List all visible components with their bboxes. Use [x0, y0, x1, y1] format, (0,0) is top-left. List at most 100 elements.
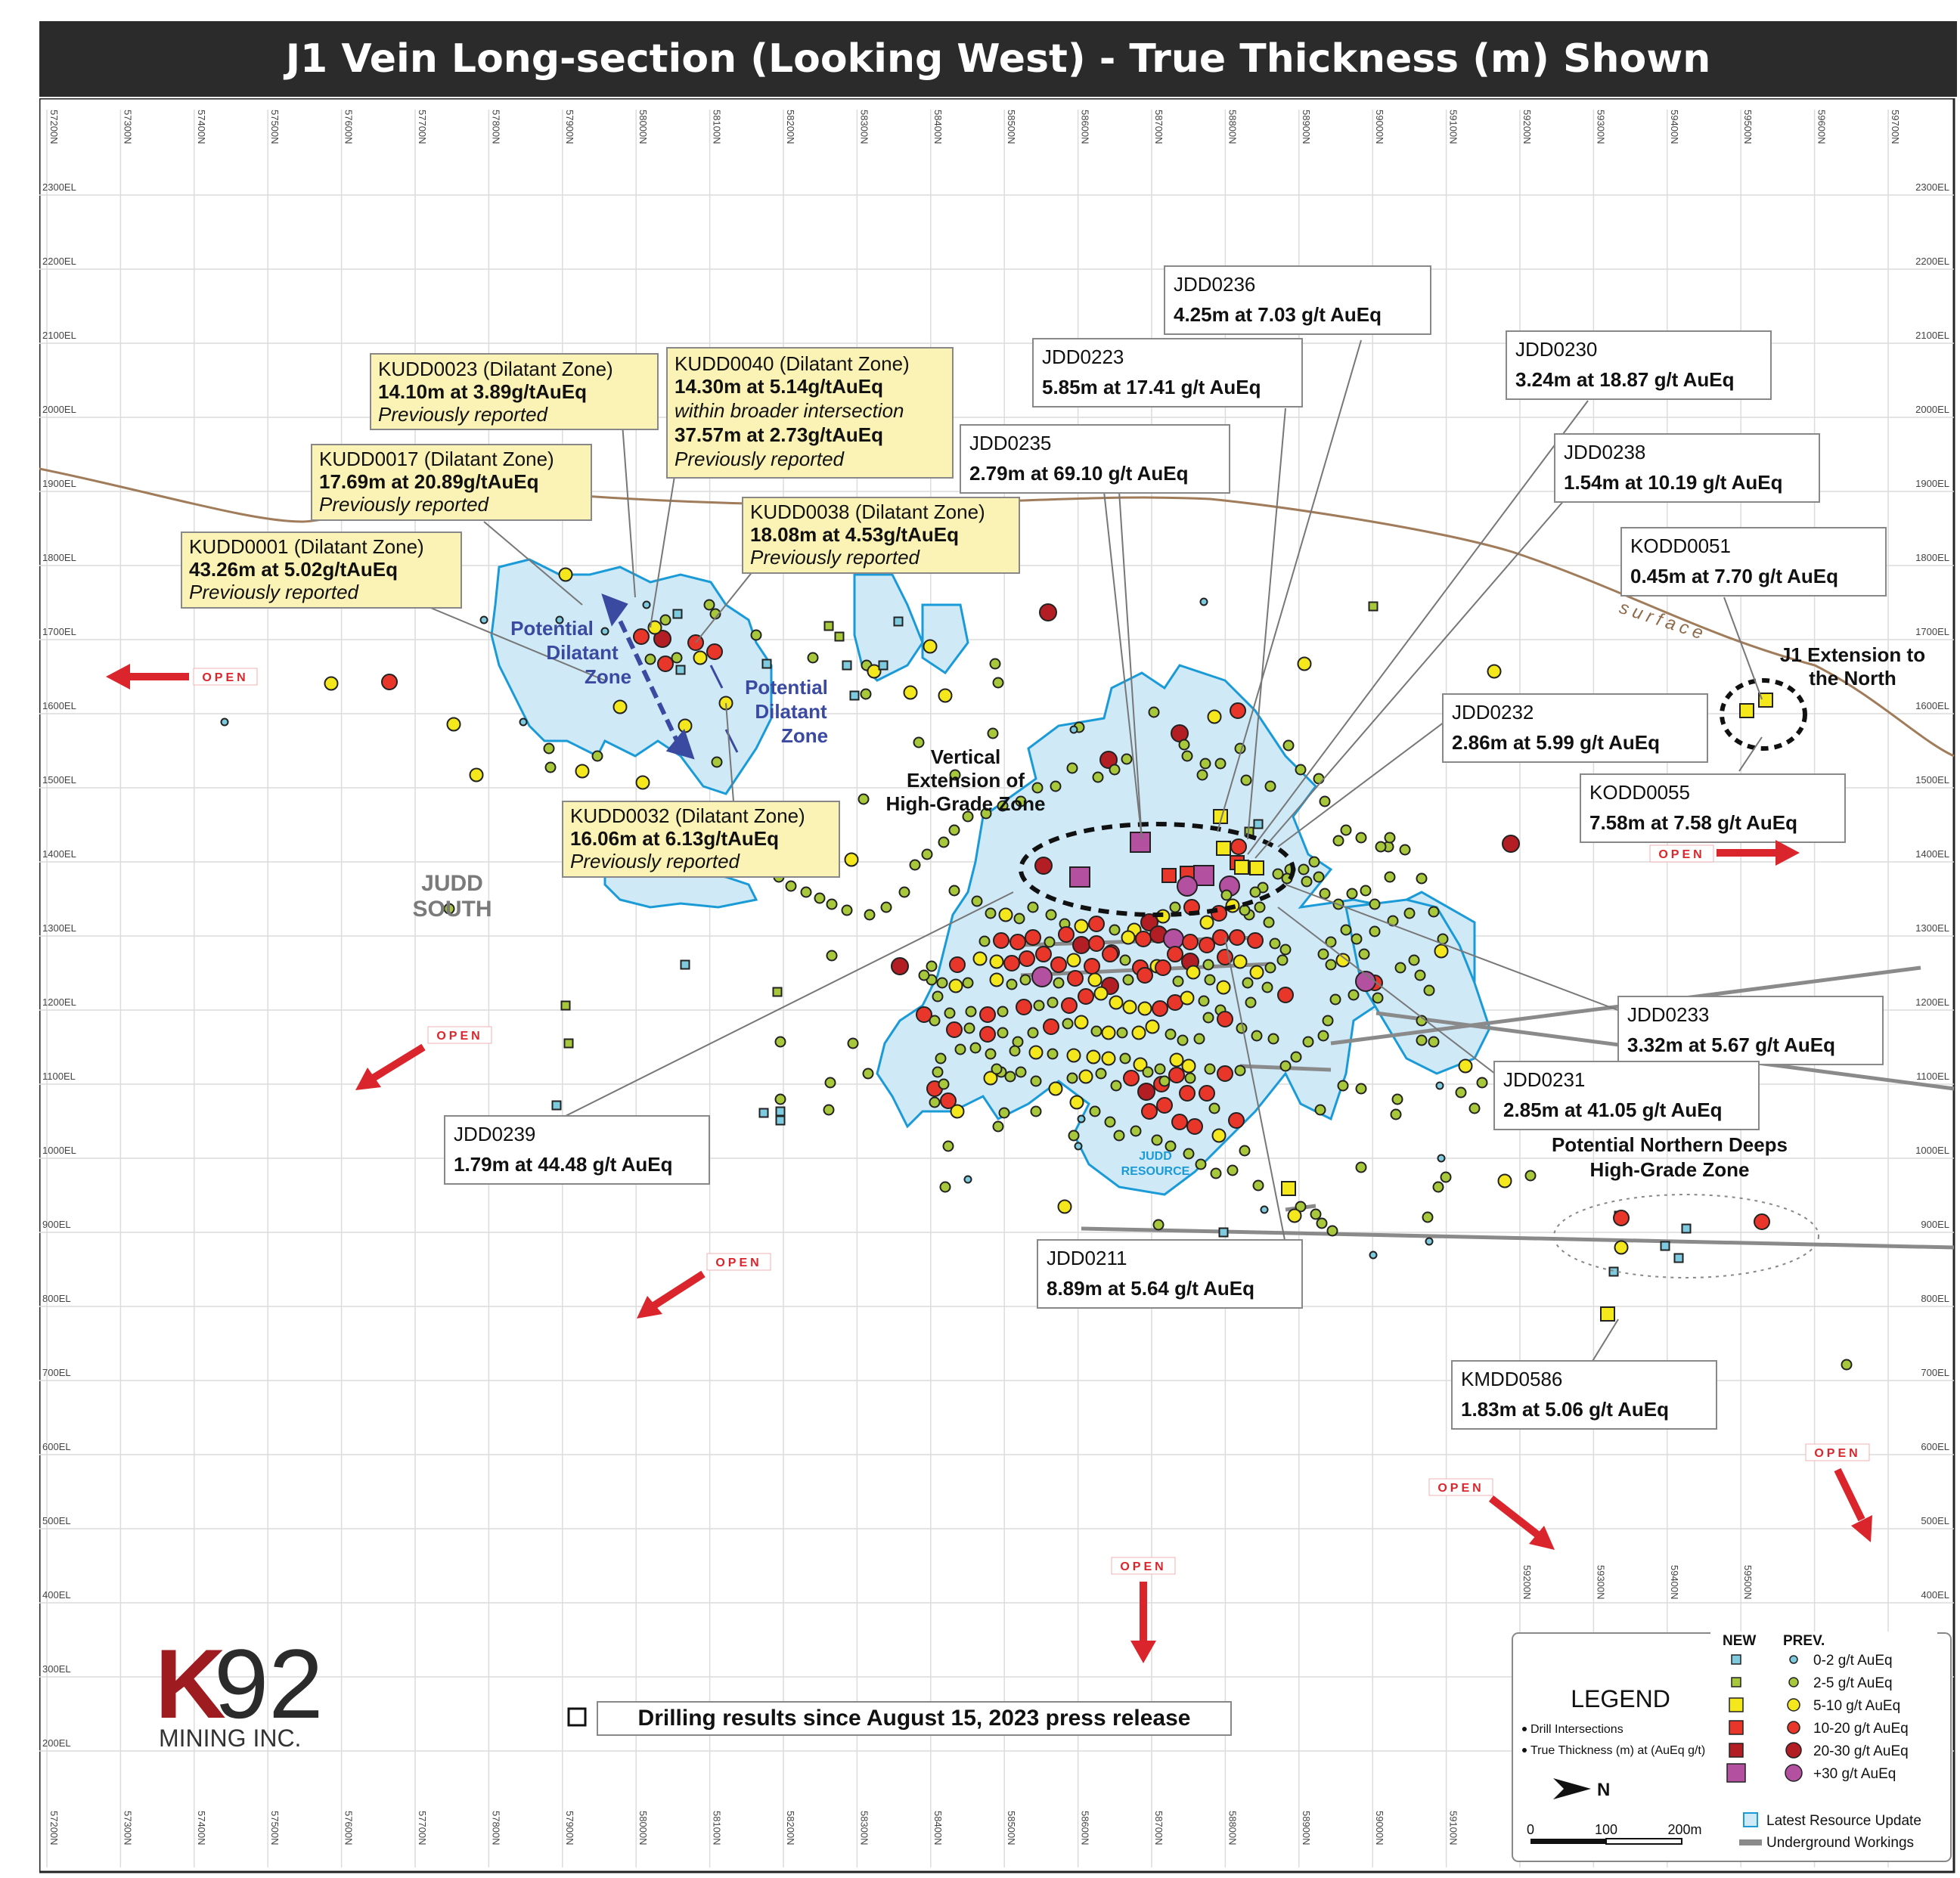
callout-jdd0238-value: 1.54m at 10.19 g/t AuEq — [1564, 471, 1782, 494]
drill-point-prev — [1121, 753, 1133, 765]
open-south-arrowhead — [1130, 1641, 1156, 1663]
drill-point-new — [842, 660, 852, 671]
drill-point-prev — [1122, 999, 1137, 1015]
legend-workings-label: Underground Workings — [1766, 1835, 1914, 1851]
drill-point-prev — [944, 1007, 956, 1019]
northing-label-top: 58500N — [1006, 110, 1017, 144]
drill-point-prev — [1204, 1063, 1216, 1075]
drill-point-prev — [1399, 844, 1411, 856]
northing-label-top: 57500N — [269, 110, 281, 144]
drill-point-prev — [1434, 944, 1449, 959]
j1-ext-line2: the North — [1809, 667, 1896, 690]
drill-point-prev — [989, 658, 1001, 670]
drill-point-prev — [1358, 948, 1370, 960]
drill-point-prev — [1282, 739, 1295, 752]
drill-point-prev — [1186, 965, 1201, 980]
drill-point-prev — [1199, 1085, 1215, 1102]
drill-point-new — [1253, 819, 1264, 829]
drill-point-prev — [880, 901, 892, 913]
callout-kudd0017-title: KUDD0017 (Dilatant Zone) — [319, 448, 554, 470]
legend-swatch-new — [1731, 1654, 1741, 1665]
callout-jdd0236-box — [1164, 265, 1431, 335]
drill-point-prev — [1009, 1045, 1021, 1057]
drill-point-prev — [949, 956, 966, 973]
drill-point-prev — [1066, 1048, 1081, 1063]
drill-point-prev — [1196, 769, 1208, 781]
callout-jdd0211: JDD0211 8.89m at 5.64 g/t AuEq — [1037, 1239, 1303, 1309]
elevation-label-right: 900EL — [1921, 1219, 1949, 1230]
open-se-2-box — [1805, 1443, 1870, 1461]
northing-label-bottom: 58600N — [1080, 1811, 1091, 1845]
resource-central-1 — [853, 573, 924, 682]
drill-point-prev — [939, 1181, 951, 1193]
drill-point-prev — [1340, 824, 1352, 836]
callout-jdd0238: JDD0238 1.54m at 10.19 g/t AuEq — [1554, 433, 1820, 503]
drill-point-prev — [867, 664, 882, 679]
elevation-label-right: 1300EL — [1915, 922, 1949, 934]
drill-point-prev — [980, 807, 992, 820]
open-se-1-arrowhead — [1529, 1526, 1555, 1550]
northing-label-top: 58900N — [1301, 110, 1312, 144]
drill-point-prev — [1181, 750, 1193, 762]
drill-point-prev — [1261, 981, 1273, 993]
drill-point-prev — [841, 904, 853, 916]
drill-point-prev — [1158, 1075, 1171, 1087]
open-sw-1-box — [427, 1026, 492, 1044]
drill-point-prev — [1425, 1237, 1434, 1246]
drill-point-new — [1758, 693, 1773, 708]
drill-point-prev — [936, 977, 948, 989]
drill-point-prev — [1319, 888, 1331, 900]
drill-point-prev — [1199, 915, 1214, 930]
drill-point-prev — [555, 615, 564, 624]
drill-point-prev — [807, 652, 819, 664]
northern-deeps-ellipse — [1553, 1194, 1819, 1278]
drill-point-prev — [1254, 901, 1266, 913]
drill-point-prev — [220, 717, 229, 727]
drill-point-prev — [921, 848, 933, 860]
drill-point-prev — [671, 652, 683, 664]
legend-swatch-prev — [1785, 1764, 1803, 1782]
callout-kudd0040-box — [666, 347, 954, 479]
northing-label-bottom: 57300N — [122, 1811, 133, 1845]
drill-point-prev — [1072, 936, 1090, 954]
callout-kudd0040: KUDD0040 (Dilatant Zone) 14.30m at 5.14g… — [666, 347, 954, 479]
drill-point-prev — [1372, 992, 1384, 1004]
drill-point-prev — [864, 909, 876, 921]
drill-point-new — [758, 1108, 769, 1118]
callout-jdd0231-title: JDD0231 — [1503, 1068, 1585, 1091]
drill-point-prev — [1050, 956, 1067, 973]
legend-swatch-new — [1726, 1763, 1746, 1783]
drill-point-prev — [1329, 993, 1341, 1006]
drill-point-prev — [997, 800, 1009, 812]
callout-jdd0211-value: 8.89m at 5.64 g/t AuEq — [1047, 1277, 1254, 1300]
drill-point-prev — [992, 677, 1004, 689]
drill-point-prev — [1019, 950, 1035, 967]
drill-point-prev — [1101, 1025, 1116, 1040]
callout-jdd0235-value: 2.79m at 69.10 g/t AuEq — [969, 462, 1188, 485]
dilatant-b-line1: Potential — [745, 676, 828, 699]
drill-point-new — [560, 1000, 571, 1011]
legend-swatch-new — [1729, 1697, 1744, 1712]
drill-point-prev — [963, 1175, 972, 1184]
drill-point-prev — [1077, 1114, 1086, 1123]
drill-point-prev — [1252, 1179, 1264, 1192]
drill-point-prev — [1239, 904, 1251, 916]
drill-point-prev — [1317, 1030, 1329, 1042]
drill-point-new — [849, 690, 860, 701]
callout-kudd0032-box — [562, 801, 840, 878]
leader-jdd0230 — [1247, 400, 1589, 855]
drill-point-prev — [1384, 832, 1396, 844]
drill-point-prev — [1233, 954, 1248, 969]
callout-kudd0040-value2: 37.57m at 2.73g/tAuEq — [675, 423, 883, 446]
drill-point-new — [1368, 601, 1379, 612]
drill-point-prev — [985, 1048, 997, 1060]
northing-label-top: 58700N — [1153, 110, 1165, 144]
leader-jdd0238 — [1254, 498, 1566, 859]
open-se-2: OPEN — [1805, 1443, 1872, 1542]
leader-jdd0239 — [559, 891, 1014, 1120]
grid-labels: 57200N 57300N 57400N 57500N 57600N 57700N 5780… — [42, 110, 1949, 1845]
drill-point-prev — [1015, 795, 1027, 807]
drill-point-prev — [1169, 1052, 1184, 1068]
elevation-label-right: 500EL — [1921, 1515, 1949, 1526]
drill-point-new — [878, 660, 889, 671]
